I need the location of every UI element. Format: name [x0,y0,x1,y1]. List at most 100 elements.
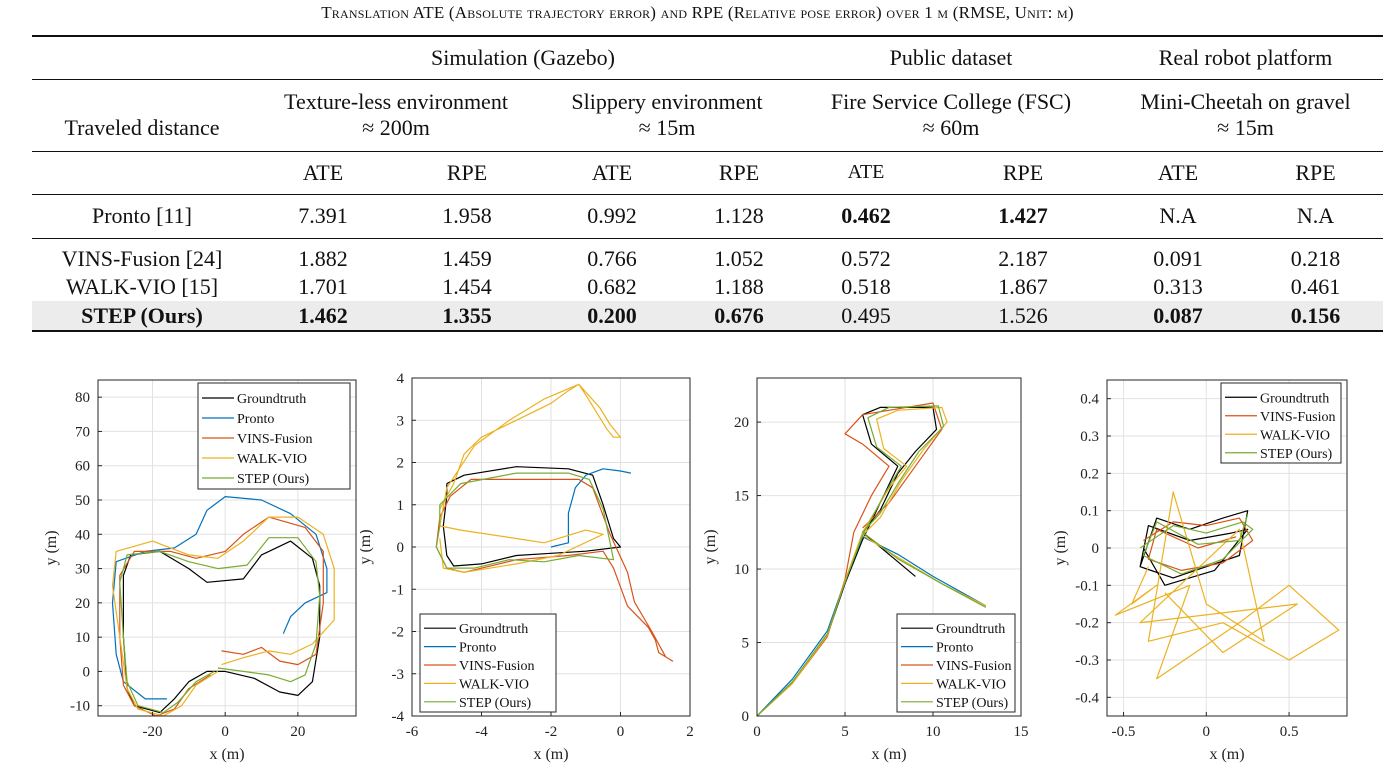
legend-label: Pronto [237,412,274,427]
y-tick-label: 0.2 [1080,466,1099,482]
legend-label: Groundtruth [936,622,1005,637]
value-cell: 0.156 [1248,301,1383,331]
legend-label: WALK-VIO [237,452,307,467]
metric-header: ATE [591,159,633,185]
legend-label: WALK-VIO [1260,428,1330,443]
value-cell: 1.526 [938,301,1108,331]
y-tick-label: 10 [734,562,749,578]
metric-header-row: ATE RPE ATE RPE ATE RPE ATE RPE [32,151,1383,194]
x-axis-label: x (m) [209,746,244,763]
value-cell: N.A [1296,203,1335,228]
env-header: Texture-less environment ≈ 200m [284,89,508,140]
legend-label: STEP (Ours) [459,696,532,711]
x-tick-label: -4 [475,724,488,740]
y-tick-label: 60 [75,459,90,475]
group-simulation: Simulation (Gazebo) [431,44,615,70]
y-tick-label: 0 [742,709,750,725]
row-label: Traveled distance [64,115,220,140]
trajectory-plot-texture-less: -20 0 20 -10 0 10 20 30 40 50 60 70 80 x (m) y (m) Grou… [43,379,357,763]
value-cell: 1.427 [998,203,1048,228]
y-tick-label: 2 [397,456,405,472]
y-tick-label: 70 [75,424,90,440]
y-tick-label: -0.1 [1075,578,1099,594]
value-cell: 0.087 [1108,301,1248,331]
y-tick-label: -0.3 [1075,653,1099,669]
y-tick-label: 0.1 [1080,504,1099,520]
value-cell: 0.461 [1290,274,1341,299]
x-tick-label: -6 [406,724,419,740]
legend-label: VINS-Fusion [1260,410,1335,425]
value-cell: 0.462 [841,203,891,228]
value-cell: 1.128 [714,203,764,228]
method-cell: VINS-Fusion [24] [61,245,223,271]
legend-label: Groundtruth [459,622,528,637]
x-axis-label: x (m) [871,746,906,763]
legend: Groundtruth Pronto VINS-Fusion WALK-VIO STEP… [896,613,1016,713]
env-header: Slippery environment ≈ 15m [571,89,763,140]
x-tick-label: 0.5 [1280,724,1299,740]
legend-label: WALK-VIO [936,677,1006,692]
value-cell: 0.313 [1153,274,1203,299]
trajectory-plot-fsc: 0 5 10 15 0 5 10 15 20 x (m) y (m) Groundtruth Pront… [702,377,1029,763]
y-tick-label: -10 [70,699,90,715]
value-cell: 0.091 [1153,245,1203,271]
value-cell: N.A [1159,203,1197,228]
method-cell: Pronto [11] [91,203,192,228]
metric-header: RPE [1295,159,1336,185]
env-header: Fire Service College (FSC) ≈ 60m [830,89,1072,140]
legend-label: VINS-Fusion [459,659,534,674]
series-line-groundtruth [1139,510,1249,586]
value-cell: 1.052 [714,245,764,271]
table-row: VINS-Fusion [24] 1.882 1.459 0.766 1.052… [32,238,1383,273]
series-line-pronto [550,468,632,548]
value-cell: 0.676 [684,301,794,331]
y-tick-label: -1 [392,582,405,598]
value-cell: 1.355 [394,301,540,331]
x-tick-label: 10 [926,724,941,740]
value-cell: 1.459 [442,245,492,271]
series-line-walk-vio [439,383,622,573]
legend-label: STEP (Ours) [1260,447,1333,462]
legend-label: Pronto [459,641,496,656]
series-line-walk-vio [111,516,335,717]
y-axis-label: y (m) [360,529,374,564]
y-tick-label: 3 [397,413,405,429]
y-tick-label: 40 [75,527,90,543]
series-line-vins-fusion [119,516,324,717]
x-tick-label: -20 [143,724,163,740]
y-tick-label: 0.4 [1080,392,1099,408]
y-tick-label: -3 [392,667,405,683]
table-row: WALK-VIO [15] 1.701 1.454 0.682 1.188 0.… [32,273,1383,301]
legend-label: STEP (Ours) [936,696,1009,711]
metric-header: RPE [1002,159,1044,185]
y-tick-label: 0 [83,664,91,680]
env-header: Mini-Cheetah on gravel ≈ 15m [1140,89,1351,140]
y-tick-label: 5 [742,636,750,652]
series-line-groundtruth [122,540,321,714]
x-axis-label: x (m) [533,746,568,763]
legend-box [1220,382,1342,464]
y-tick-label: -0.4 [1075,690,1099,706]
y-axis-label: y (m) [43,530,60,565]
value-cell: 0.218 [1290,245,1341,271]
table-caption: Translation ATE (Absolute trajectory err… [321,3,1074,22]
results-table: Simulation (Gazebo) Public dataset Real … [32,35,1383,332]
value-cell: 0.200 [540,301,684,331]
y-tick-label: 20 [75,596,90,612]
series-line-step-ours- [119,537,321,714]
legend: Groundtruth VINS-Fusion WALK-VIO STEP (Ours… [1220,382,1342,464]
value-cell: 1.882 [298,245,348,271]
x-tick-label: 0 [1203,724,1211,740]
series-line-walk-vio [1114,491,1340,680]
value-cell: 1.462 [252,301,394,331]
metric-header: RPE [446,159,488,185]
y-axis-label: y (m) [1052,530,1069,565]
method-cell: WALK-VIO [15] [65,274,219,299]
legend: Groundtruth Pronto VINS-Fusion WALK-VIO STEP… [197,382,351,490]
legend: Groundtruth Pronto VINS-Fusion WALK-VIO STEP… [419,613,557,713]
metric-header: ATE [302,159,344,185]
y-axis-label: y (m) [702,529,719,564]
legend-box [197,382,351,490]
y-tick-label: 1 [397,498,405,514]
